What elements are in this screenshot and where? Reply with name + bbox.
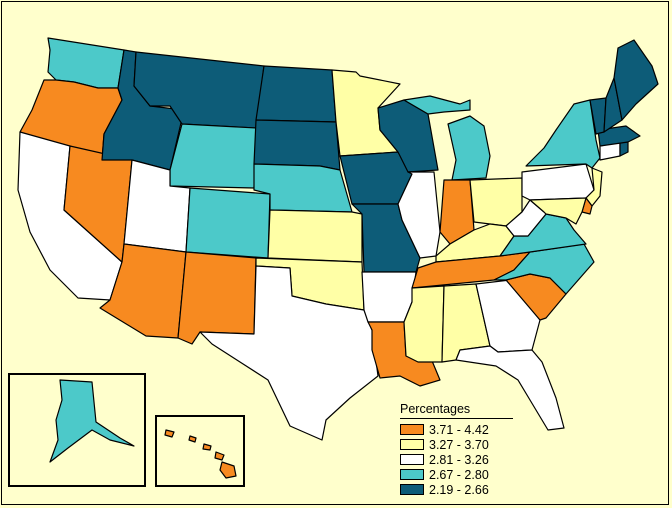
state-FL[interactable] — [455, 345, 565, 431]
state-NM[interactable] — [177, 251, 257, 345]
legend-swatch — [400, 454, 424, 465]
legend-label: 2.81 - 3.26 — [429, 452, 489, 467]
legend-swatch — [400, 469, 424, 480]
state-AK[interactable] — [49, 379, 135, 463]
state-TX[interactable] — [199, 265, 379, 441]
state-ME[interactable] — [613, 39, 659, 121]
legend-item: 2.81 - 3.26 — [400, 452, 520, 467]
state-MA[interactable] — [597, 125, 641, 147]
state-CO[interactable] — [185, 187, 271, 259]
state-SD[interactable] — [253, 119, 341, 171]
legend-item: 2.67 - 2.80 — [400, 467, 520, 482]
state-MD[interactable] — [529, 197, 587, 225]
state-NC[interactable] — [493, 243, 595, 295]
legend-swatch — [400, 439, 424, 450]
legend-item: 2.19 - 2.66 — [400, 482, 520, 497]
state-PA[interactable] — [521, 163, 595, 201]
legend-item: 3.27 - 3.70 — [400, 437, 520, 452]
legend-title: Percentages — [400, 402, 513, 419]
state-IL[interactable] — [397, 171, 441, 259]
state-KS[interactable] — [267, 209, 363, 263]
state-RI[interactable] — [619, 141, 629, 157]
state-MI-up[interactable] — [403, 95, 471, 115]
state-HI[interactable] — [164, 429, 237, 479]
legend: Percentages 3.71 - 4.42 3.27 - 3.70 2.81… — [400, 402, 520, 497]
legend-label: 3.27 - 3.70 — [429, 437, 489, 452]
legend-label: 3.71 - 4.42 — [429, 422, 489, 437]
legend-label: 2.19 - 2.66 — [429, 482, 489, 497]
legend-swatch — [400, 484, 424, 495]
legend-swatch — [400, 424, 424, 435]
state-WY[interactable] — [169, 123, 257, 189]
state-ND[interactable] — [255, 65, 337, 123]
state-NY[interactable] — [525, 99, 601, 169]
legend-item: 3.71 - 4.42 — [400, 422, 520, 437]
state-MI[interactable] — [447, 115, 491, 181]
legend-label: 2.67 - 2.80 — [429, 467, 489, 482]
